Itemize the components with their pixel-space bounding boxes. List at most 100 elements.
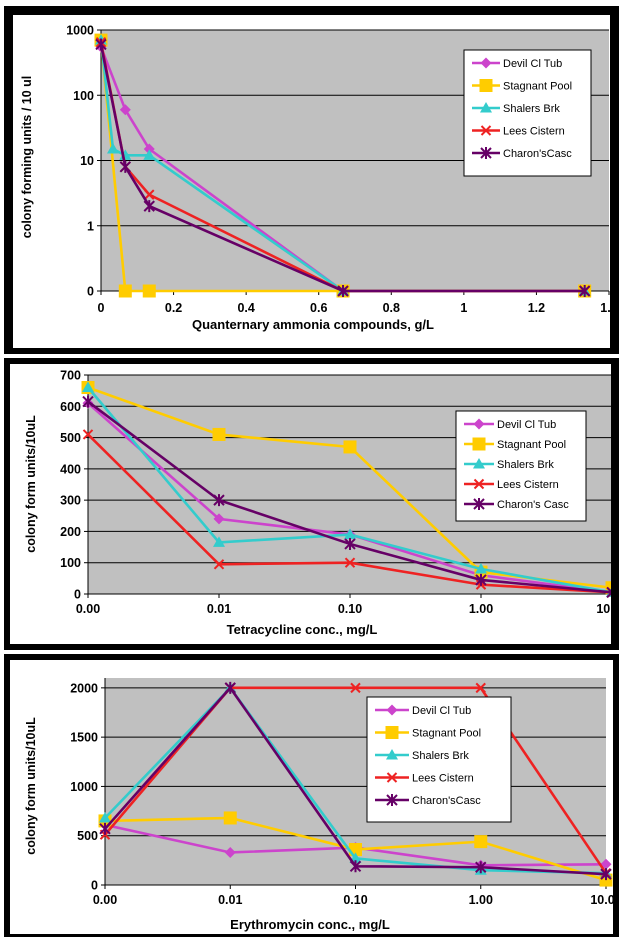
y-axis-label: colony forming units / 10 ul: [20, 76, 34, 239]
legend-swatch-marker: [386, 794, 398, 806]
data-point: [344, 557, 356, 568]
y-tick-label: 700: [60, 369, 81, 383]
legend-label: Charon'sCasc: [412, 795, 481, 807]
legend-label: Shalers Brk: [503, 103, 560, 115]
data-point: [82, 395, 94, 408]
legend-label: Shalers Brk: [412, 750, 469, 762]
data-point: [143, 149, 156, 160]
y-tick-label: 0: [74, 588, 81, 602]
data-point: [143, 200, 155, 213]
y-axis-label: colony form units/10uL: [24, 717, 38, 855]
legend-label: Lees Cistern: [497, 479, 559, 491]
legend-label: Stagnant Pool: [503, 81, 572, 93]
x-tick-label: 0.10: [343, 893, 367, 907]
x-axis-label: Quanternary ammonia compounds, g/L: [192, 317, 434, 332]
y-axis-label: colony form units/10uL: [24, 415, 38, 553]
legend-label: Charon'sCasc: [503, 148, 572, 160]
legend-swatch-marker: [472, 437, 486, 451]
legend-swatch-marker: [480, 102, 492, 113]
x-tick-label: 1.4: [600, 301, 610, 315]
chart-panel-tetracycline: 0 100 200 300 400 500 600 700 0.00 0.01 0.10 1.00 10…: [4, 358, 619, 650]
x-tick-label: 10.00: [596, 602, 611, 616]
series-4: [82, 395, 611, 599]
chart-erythromycin: 0 500 1000 1500 2000 0.00 0.01 0.10 1.00 10.00 Ery…: [24, 678, 613, 932]
legend-swatch-marker: [385, 726, 399, 739]
chart-panel-erythromycin: 0 500 1000 1500 2000 0.00 0.01 0.10 1.00 10.00 Ery…: [4, 654, 619, 937]
x-tick-label: 0.00: [93, 893, 117, 907]
legend-label: Stagnant Pool: [497, 439, 566, 451]
data-point: [119, 160, 132, 173]
chart-tetracycline: 0 100 200 300 400 500 600 700 0.00 0.01 0.10 1.00 10…: [24, 369, 611, 637]
x-tick-label: 0: [98, 301, 105, 315]
legend-label: Devil Cl Tub: [412, 705, 471, 717]
y-tick-label: 600: [60, 400, 81, 414]
legend-label: Shalers Brk: [497, 459, 554, 471]
y-tick-label: 0: [91, 879, 98, 893]
y-tick-label: 1500: [70, 731, 98, 745]
data-point: [578, 285, 591, 297]
data-point: [118, 284, 132, 298]
legend-swatch-marker: [480, 125, 492, 136]
data-point: [349, 860, 362, 873]
y-tick-label: 1000: [66, 24, 94, 38]
x-tick-label: 1: [460, 301, 467, 315]
y-tick-label: 300: [60, 494, 81, 508]
x-tick-label: 0.2: [165, 301, 182, 315]
y-tick-label: 500: [77, 829, 98, 843]
x-tick-label: 0.4: [237, 301, 254, 315]
data-point: [600, 868, 612, 881]
data-point: [343, 440, 357, 454]
legend-swatch-marker: [386, 772, 398, 783]
data-point: [475, 573, 487, 586]
legend: Devil Cl Tub Stagnant Pool Shalers Brk Lees…: [366, 696, 512, 823]
x-tick-label: 10.00: [590, 893, 613, 907]
legend-swatch-marker: [473, 478, 485, 490]
data-point: [106, 143, 119, 154]
legend-swatch-marker: [480, 147, 492, 159]
x-tick-label: 1.00: [469, 602, 493, 616]
legend-label: Stagnant Pool: [412, 728, 481, 740]
data-point: [119, 104, 131, 116]
legend-label: Lees Cistern: [412, 773, 474, 785]
x-tick-label: 0.8: [383, 301, 400, 315]
legend-swatch-marker: [386, 704, 398, 716]
data-point: [337, 285, 349, 297]
series-4: [95, 38, 591, 297]
legend: Devil Cl Tub Stagnant Pool Shalers Brk Lees…: [463, 49, 592, 177]
y-tick-label: 400: [60, 462, 81, 476]
data-point: [144, 189, 155, 200]
x-axis-label: Tetracycline conc., mg/L: [227, 622, 378, 637]
data-point: [99, 811, 111, 823]
data-point: [344, 528, 356, 540]
series-4: [99, 681, 612, 881]
data-point: [475, 562, 487, 574]
x-tick-label: 1.2: [528, 301, 545, 315]
chart-panel-quaternary-ammonia: 0 1 10 100 1000 0 0.2 0.4 0.6 0.8 1 1.2 1.4 Quanterna…: [4, 6, 619, 354]
chart-quaternary-ammonia: 0 1 10 100 1000 0 0.2 0.4 0.6 0.8 1 1.2 1.4 Quanterna…: [20, 24, 610, 333]
x-tick-label: 0.10: [338, 602, 362, 616]
data-point: [606, 586, 611, 599]
legend-label: Devil Cl Tub: [503, 58, 562, 70]
y-tick-label: 2000: [70, 681, 98, 695]
legend-label: Lees Cistern: [503, 126, 565, 138]
data-point: [474, 835, 488, 849]
x-tick-label: 0.01: [207, 602, 231, 616]
legend-swatch-marker: [480, 57, 492, 69]
data-point: [213, 559, 225, 570]
data-point: [224, 846, 236, 858]
y-tick-label: 0: [87, 285, 94, 299]
legend-swatch-marker: [386, 749, 398, 760]
x-tick-label: 1.00: [469, 893, 493, 907]
y-tick-label: 10: [80, 154, 94, 168]
legend-swatch-marker: [479, 79, 493, 92]
data-point: [344, 537, 356, 550]
data-point: [213, 513, 225, 525]
y-tick-label: 100: [73, 89, 94, 103]
x-tick-label: 0.6: [310, 301, 327, 315]
legend-swatch-marker: [473, 498, 485, 510]
data-point: [95, 38, 107, 51]
x-tick-label: 0.00: [76, 602, 100, 616]
data-point: [82, 381, 94, 393]
legend-label: Devil Cl Tub: [497, 419, 556, 431]
data-point: [475, 682, 486, 694]
